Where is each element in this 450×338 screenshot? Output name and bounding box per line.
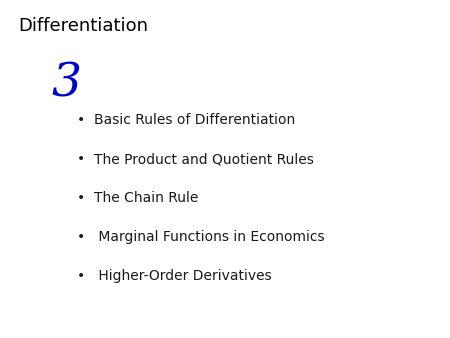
Text: •: • xyxy=(76,230,85,244)
Text: 3: 3 xyxy=(52,61,82,106)
Text: Differentiation: Differentiation xyxy=(18,17,148,35)
Text: •: • xyxy=(76,152,85,166)
Text: •: • xyxy=(76,113,85,127)
Text: Marginal Functions in Economics: Marginal Functions in Economics xyxy=(94,230,325,244)
Text: Higher-Order Derivatives: Higher-Order Derivatives xyxy=(94,269,272,283)
Text: •: • xyxy=(76,191,85,205)
Text: The Product and Quotient Rules: The Product and Quotient Rules xyxy=(94,152,315,166)
Text: The Chain Rule: The Chain Rule xyxy=(94,191,199,205)
Text: Basic Rules of Differentiation: Basic Rules of Differentiation xyxy=(94,113,296,127)
Text: •: • xyxy=(76,269,85,283)
